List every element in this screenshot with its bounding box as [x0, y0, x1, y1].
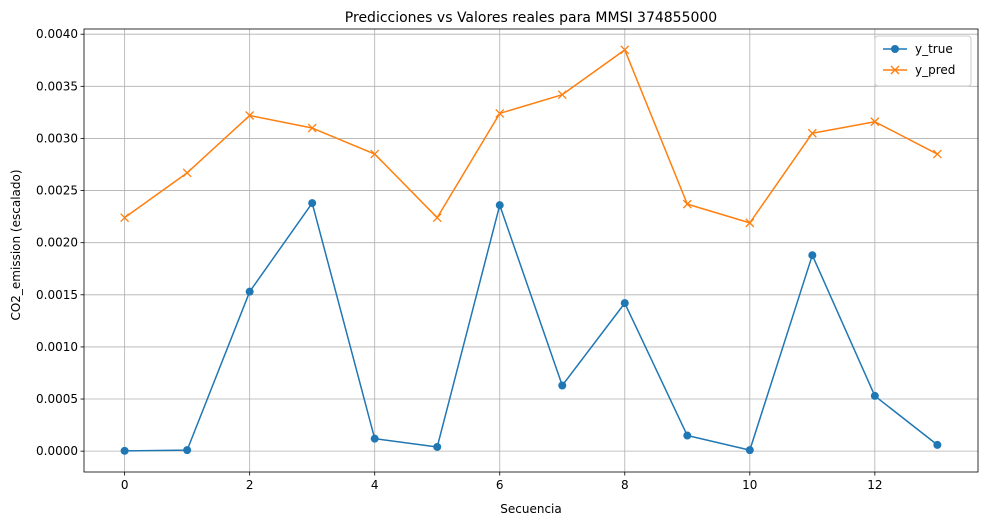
y-tick-label: 0.0000 — [36, 444, 78, 458]
data-point-y-pred — [120, 213, 130, 223]
data-point-y-pred — [745, 218, 755, 228]
marker-stroke — [745, 218, 755, 228]
grid — [84, 29, 978, 472]
marker-stroke — [307, 123, 317, 133]
data-point-y-true — [683, 431, 692, 440]
data-point-y-pred — [370, 149, 380, 159]
y-tick-label: 0.0010 — [36, 340, 78, 354]
data-point-y-true — [808, 251, 817, 260]
legend-label-y-pred: y_pred — [915, 63, 955, 77]
data-point-y-true — [120, 446, 129, 455]
data-point-y-true — [245, 287, 254, 296]
x-tick-label: 0 — [121, 478, 129, 492]
marker-stroke — [495, 108, 505, 118]
data-point-y-true — [433, 442, 442, 451]
marker-stroke — [432, 213, 442, 223]
y-tick-label: 0.0005 — [36, 392, 78, 406]
data-point-y-true — [558, 381, 567, 390]
plot-frame — [83, 28, 979, 473]
series — [120, 45, 942, 455]
data-point-y-pred — [807, 128, 817, 138]
series-line-y-pred — [124, 49, 938, 224]
marker-stroke — [682, 199, 692, 209]
data-point-y-true — [933, 440, 942, 449]
marker-stroke — [890, 65, 900, 75]
data-point-y-pred — [432, 213, 442, 223]
y-tick-label: 0.0015 — [36, 288, 78, 302]
series-line-y-true — [124, 202, 938, 452]
y-tick-label: 0.0030 — [36, 131, 78, 145]
legend-marker-y-pred — [890, 65, 900, 75]
x-tick-label: 6 — [496, 478, 504, 492]
data-point-y-pred — [870, 117, 880, 127]
data-point-y-pred — [932, 149, 942, 159]
data-point-y-true — [620, 299, 629, 308]
y-tick-label: 0.0040 — [36, 27, 78, 41]
data-point-y-pred — [495, 108, 505, 118]
marker-stroke — [620, 45, 630, 55]
x-tick-label: 12 — [867, 478, 882, 492]
marker-stroke — [870, 117, 880, 127]
x-tick-label: 8 — [621, 478, 629, 492]
data-point-y-pred — [682, 199, 692, 209]
marker-stroke — [182, 168, 192, 178]
marker-stroke — [120, 213, 130, 223]
x-tick-label: 10 — [742, 478, 757, 492]
axes: 0 2 4 6 8 10 12 0.0000 0.0005 0.0010 0.0015 0.0020 0… — [36, 27, 979, 492]
legend-label-y-true: y_true — [915, 42, 953, 56]
data-point-y-pred — [557, 90, 567, 100]
data-point-y-pred — [182, 168, 192, 178]
y-tick-label: 0.0020 — [36, 236, 78, 250]
y-tick-label: 0.0035 — [36, 79, 78, 93]
data-point-y-true — [308, 199, 317, 208]
legend: y_true y_pred — [874, 35, 972, 87]
marker-stroke — [557, 90, 567, 100]
marker-stroke — [245, 111, 255, 120]
marker-stroke — [370, 149, 380, 159]
marker-stroke — [932, 149, 942, 159]
data-point-y-true — [745, 446, 754, 455]
data-point-y-pred — [245, 111, 255, 120]
data-point-y-true — [183, 446, 192, 455]
legend-marker-y-true — [891, 45, 899, 53]
x-tick-label: 4 — [371, 478, 379, 492]
x-tick-label: 2 — [246, 478, 254, 492]
data-point-y-pred — [307, 123, 317, 133]
y-tick-label: 0.0025 — [36, 184, 78, 198]
data-point-y-true — [495, 201, 504, 210]
data-point-y-true — [370, 434, 379, 443]
y-axis-label: CO2_emission (escalado) — [9, 169, 23, 320]
data-point-y-true — [870, 391, 879, 400]
chart-title: Predicciones vs Valores reales para MMSI… — [345, 10, 717, 26]
marker-stroke — [807, 128, 817, 138]
data-point-y-pred — [620, 45, 630, 55]
x-axis-label: Secuencia — [500, 502, 561, 516]
